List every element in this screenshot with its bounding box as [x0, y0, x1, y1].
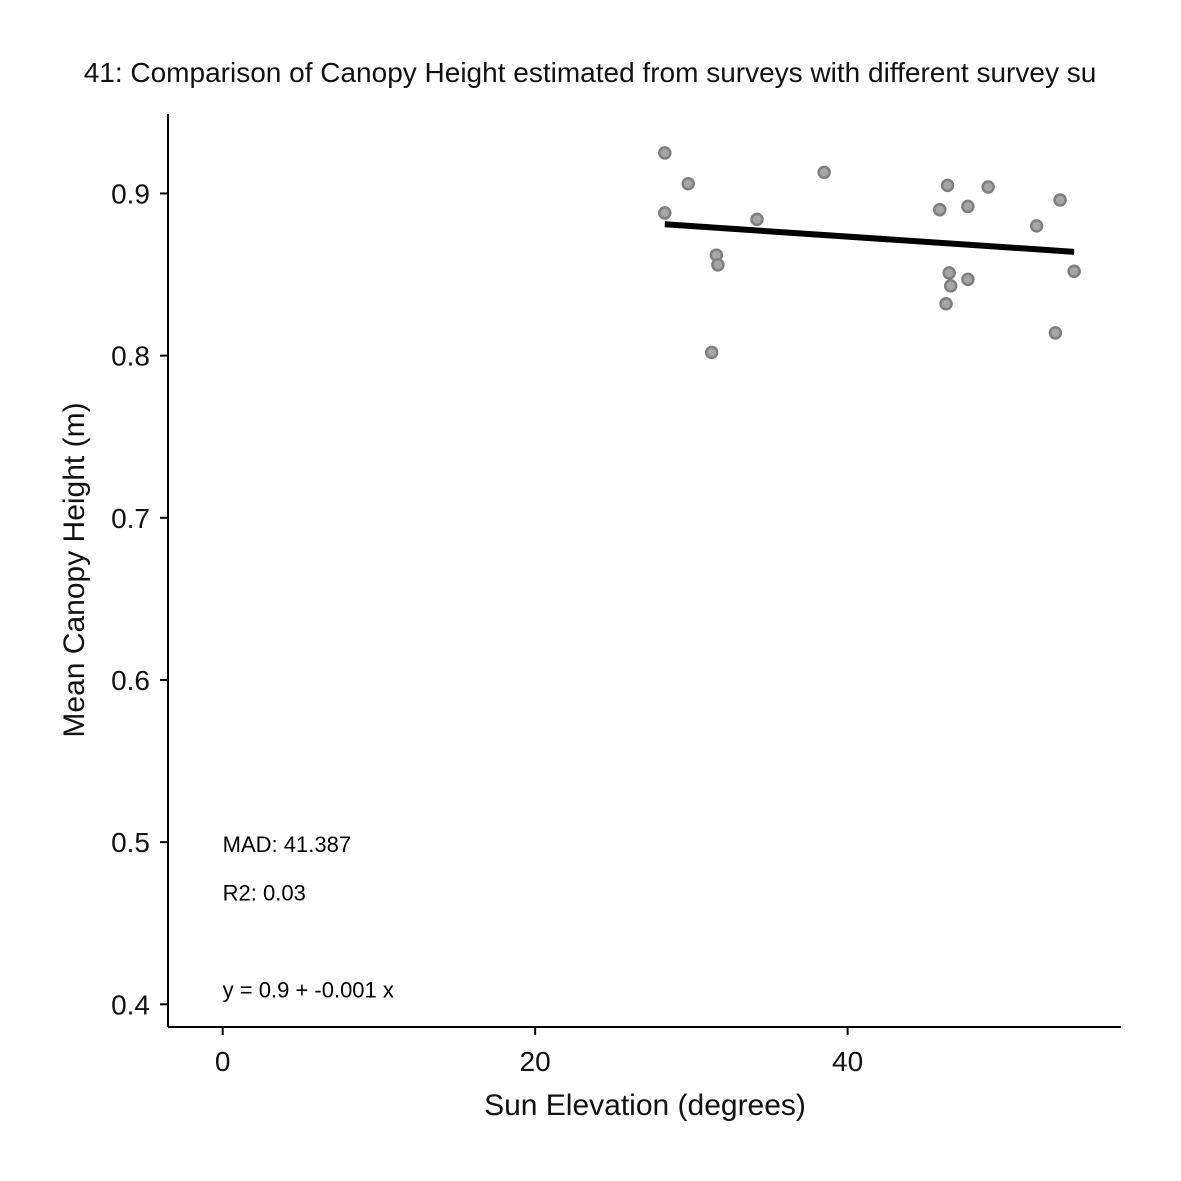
data-point-8 — [817, 165, 831, 180]
data-point-17 — [1029, 219, 1044, 233]
data-point-3 — [681, 176, 695, 191]
y-tick-label: 0.9 — [111, 178, 150, 209]
y-tick-label: 0.8 — [111, 341, 150, 372]
data-point-12 — [942, 266, 956, 280]
data-point-9 — [933, 202, 947, 217]
data-point-4 — [704, 345, 719, 360]
data-point-10 — [940, 178, 955, 193]
stats-annotations: MAD: 41.387 R2: 0.03 y = 0.9 + -0.001 x — [223, 832, 394, 1003]
data-point-2 — [658, 206, 672, 220]
x-tick-label: 20 — [520, 1046, 551, 1077]
points-layer — [658, 146, 1081, 360]
y-axis-ticks: 0.4 0.5 0.6 0.7 0.8 0.9 — [111, 178, 168, 1020]
data-point-19 — [1053, 193, 1067, 207]
chart-title: 41: Comparison of Canopy Height estimate… — [84, 57, 1097, 88]
data-point-20 — [1067, 264, 1081, 279]
data-point-11 — [939, 296, 953, 311]
x-tick-label: 40 — [832, 1046, 863, 1077]
data-point-18 — [1048, 326, 1063, 340]
y-tick-label: 0.4 — [111, 989, 150, 1020]
data-point-15 — [961, 272, 975, 287]
x-tick-label: 0 — [215, 1046, 231, 1077]
mad-annotation: MAD: 41.387 — [223, 832, 351, 857]
x-axis-title: Sun Elevation (degrees) — [484, 1089, 806, 1122]
regression-line — [664, 221, 1075, 255]
data-point-6 — [711, 258, 725, 272]
y-tick-label: 0.6 — [111, 665, 150, 696]
data-point-1 — [658, 146, 672, 160]
y-tick-label: 0.5 — [111, 827, 150, 858]
data-point-14 — [961, 199, 975, 214]
y-tick-label: 0.7 — [111, 503, 150, 534]
data-point-16 — [981, 180, 995, 194]
fit-line-layer — [664, 221, 1075, 255]
r2-annotation: R2: 0.03 — [223, 880, 306, 905]
equation-annotation: y = 0.9 + -0.001 x — [223, 978, 394, 1003]
x-axis-ticks: 0 20 40 — [215, 1027, 863, 1077]
data-point-7 — [750, 212, 764, 227]
data-point-13 — [943, 279, 958, 293]
y-axis-title: Mean Canopy Height (m) — [58, 402, 91, 737]
